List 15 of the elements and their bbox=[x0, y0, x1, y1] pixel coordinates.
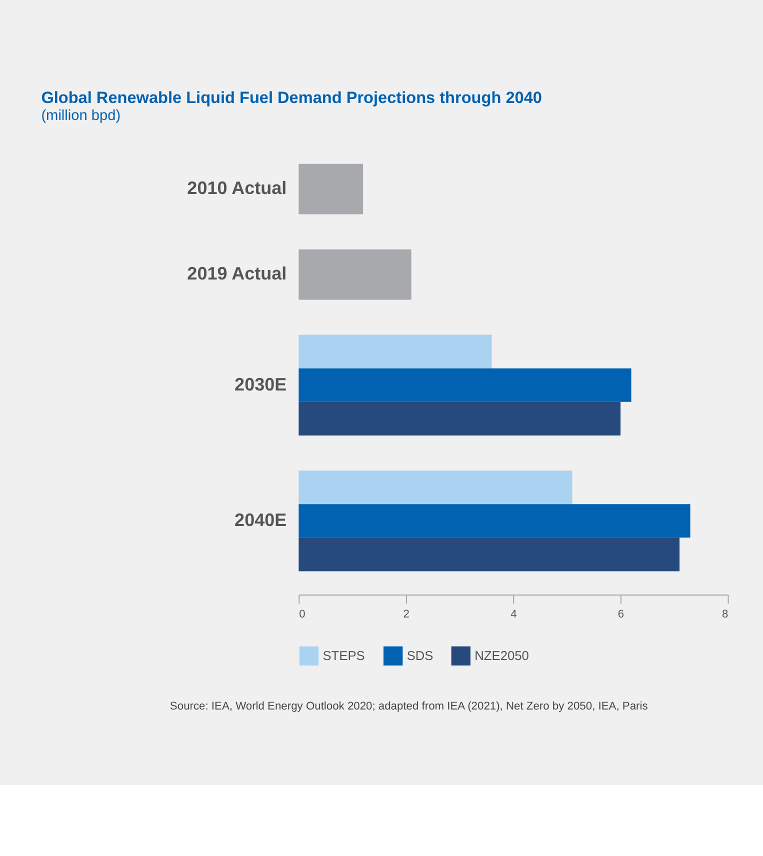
x-tick-label: 2 bbox=[403, 608, 410, 620]
chart-title: Global Renewable Liquid Fuel Demand Projections through 2040 bbox=[41, 88, 542, 107]
legend-label: STEPS bbox=[322, 648, 365, 664]
x-tick-label: 0 bbox=[299, 608, 306, 620]
x-tick-label: 8 bbox=[722, 608, 728, 620]
y-tick-label: 2030E bbox=[234, 374, 287, 394]
x-tick-label: 6 bbox=[618, 608, 624, 620]
text: (million bpd) bbox=[41, 108, 121, 124]
y-tick-label: 2040E bbox=[234, 510, 287, 530]
y-tick-label: 2010 Actual bbox=[187, 178, 287, 198]
legend-label: NZE2050 bbox=[474, 648, 529, 664]
x-tick-label: 4 bbox=[510, 608, 517, 620]
source-note: Source: IEA, World Energy Outlook 2020; adapted from IEA (2021), Net Zero by 2050, IEA, Paris bbox=[170, 700, 648, 713]
legend-label: SDS bbox=[406, 648, 434, 664]
y-tick-label: 2019 Actual bbox=[187, 264, 287, 284]
